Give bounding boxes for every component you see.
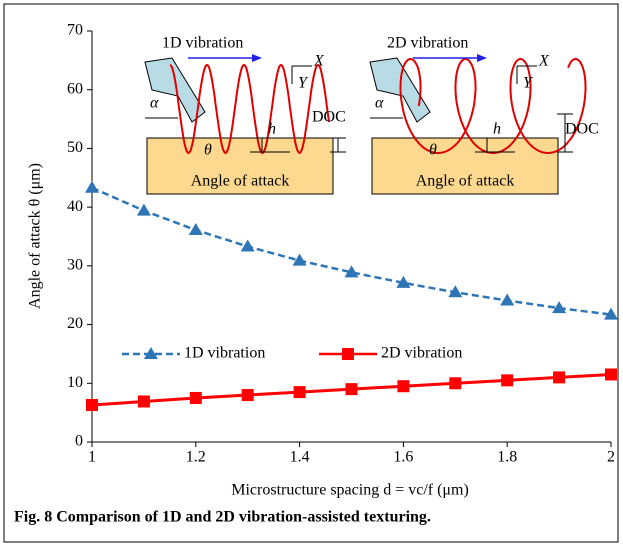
alpha: α: [150, 95, 159, 112]
x-tick-label: 1.6: [393, 449, 413, 466]
inset-title: 2D vibration: [387, 35, 468, 52]
x-tick-label: 1: [88, 449, 96, 466]
y-tick-label: 0: [75, 433, 83, 450]
legend-label: 2D vibration: [381, 345, 462, 362]
marker: [188, 223, 203, 236]
tool: [144, 57, 206, 123]
y-tick-label: 50: [67, 139, 83, 156]
y-tick-label: 20: [67, 315, 83, 332]
y-tick-label: 40: [67, 198, 83, 215]
figure-frame: [3, 3, 619, 543]
h-label: h: [493, 121, 501, 138]
h-marker: [475, 137, 515, 153]
axis-x: X: [538, 53, 550, 70]
legend-label: 1D vibration: [184, 345, 265, 362]
axis-y: Y: [298, 75, 309, 92]
x-tick-label: 1.4: [290, 449, 310, 466]
marker: [345, 383, 358, 396]
workpiece: [371, 137, 559, 195]
h-marker: [250, 137, 290, 153]
marker: [293, 386, 306, 399]
y-axis-label: Angle of attack θ (μm): [27, 163, 44, 309]
doc-label: DOC: [565, 121, 599, 138]
marker: [448, 285, 463, 298]
inset: 1D vibration XYα h DOC θ Angle of attack: [144, 35, 346, 195]
marker: [553, 371, 566, 384]
x-axis-label: Microstructure spacing d = vc/f (μm): [231, 482, 469, 499]
inset: 2D vibration XYα h DOC θ Angle of attack: [369, 35, 599, 195]
feed-arrow-head: [252, 54, 262, 62]
feed-arrow-head: [477, 54, 487, 62]
marker: [449, 377, 462, 390]
doc-marker: [330, 137, 346, 153]
alpha: α: [375, 95, 384, 112]
legend-marker: [342, 348, 354, 360]
doc-marker: [557, 113, 573, 153]
caption: Fig. 8 Comparison of 1D and 2D vibration…: [14, 509, 431, 526]
theta: θ: [204, 142, 212, 159]
marker: [604, 307, 618, 320]
marker: [137, 395, 150, 408]
marker: [240, 239, 255, 252]
y-tick-label: 70: [67, 22, 83, 39]
y-tick-label: 10: [67, 374, 83, 391]
marker: [552, 301, 567, 314]
marker: [397, 380, 410, 393]
marker: [344, 265, 359, 278]
axes-icon: [516, 65, 537, 84]
axis-x: X: [313, 53, 325, 70]
marker: [85, 180, 99, 193]
theta: θ: [429, 142, 437, 159]
inset-title: 1D vibration: [162, 35, 243, 52]
marker: [396, 275, 411, 288]
inset-label: Angle of attack: [416, 173, 515, 190]
tool-path: [169, 63, 330, 155]
tool-path: [399, 57, 587, 155]
y-tick-label: 30: [67, 257, 83, 274]
marker: [86, 399, 98, 412]
h-label: h: [268, 121, 276, 138]
marker: [500, 293, 515, 306]
marker: [501, 374, 514, 387]
legend-marker: [144, 347, 158, 359]
x-tick-label: 1.8: [497, 449, 517, 466]
x-tick-label: 1.2: [186, 449, 206, 466]
marker: [605, 368, 617, 381]
series-line: [91, 186, 612, 316]
marker: [292, 253, 307, 266]
axes-icon: [291, 65, 312, 84]
marker: [189, 391, 202, 404]
y-tick-label: 60: [67, 80, 83, 97]
marker: [241, 389, 254, 402]
inset-label: Angle of attack: [191, 173, 290, 190]
marker: [136, 203, 151, 216]
axis-y: Y: [523, 75, 534, 92]
doc-label: DOC: [312, 109, 346, 126]
x-tick-label: 2: [607, 449, 615, 466]
